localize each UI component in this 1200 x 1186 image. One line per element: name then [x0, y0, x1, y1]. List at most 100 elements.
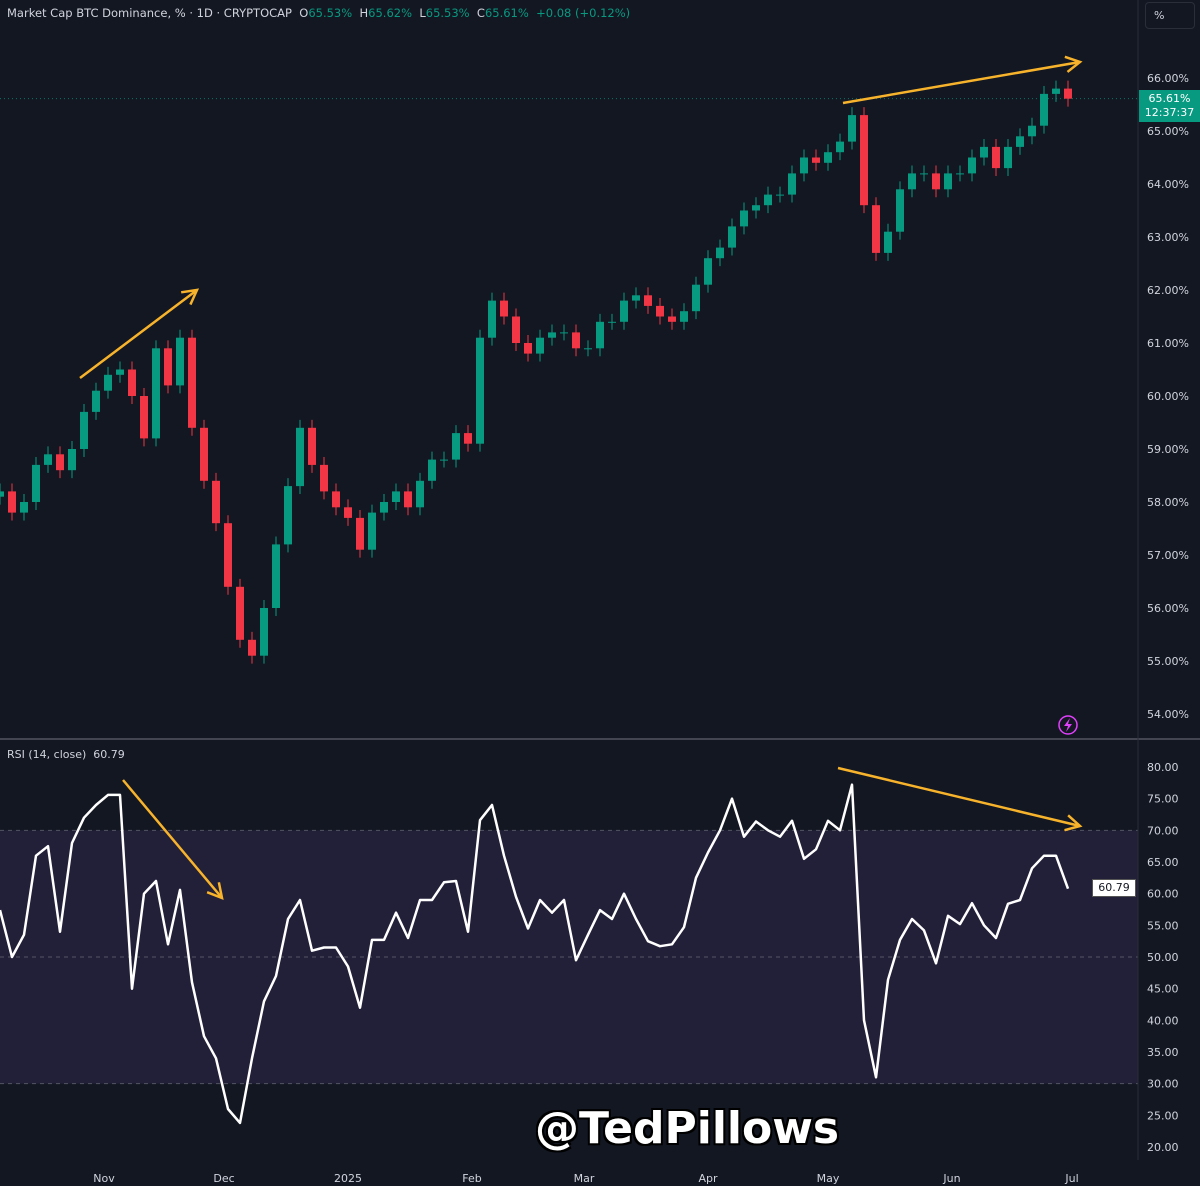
price-tick-label: 57.00%	[1147, 549, 1189, 562]
candle	[656, 305, 664, 317]
candle	[452, 433, 460, 460]
rsi-pane[interactable]: 80.00 75.00 70.00 65.00 60.00 55.00 50.00 45.00…	[0, 761, 1179, 1154]
candle	[308, 427, 316, 465]
time-tick-label: 2025	[334, 1172, 362, 1185]
candle	[740, 210, 748, 227]
candle	[332, 491, 340, 508]
last-price-value: 65.61%	[1148, 92, 1191, 105]
percent-scale-button[interactable]: %	[1145, 2, 1195, 29]
candle	[800, 157, 808, 174]
rsi-tick-label: 65.00	[1147, 856, 1179, 869]
candle	[44, 454, 52, 465]
candle	[692, 284, 700, 312]
candle	[176, 337, 184, 386]
candle	[1064, 88, 1072, 99]
low-value: 65.53%	[425, 6, 470, 20]
candle	[812, 157, 820, 163]
lightning-icon[interactable]	[1058, 715, 1078, 735]
candle	[752, 205, 760, 211]
rsi-legend[interactable]: RSI (14, close) 60.79	[7, 748, 125, 761]
chart-legend: Market Cap BTC Dominance, % · 1D · CRYPT…	[7, 6, 630, 20]
close-value: 65.61%	[484, 6, 529, 20]
high-label: H	[359, 6, 369, 20]
time-tick-label: Apr	[698, 1172, 718, 1185]
price-tick-label: 61.00%	[1147, 337, 1189, 350]
candle	[380, 502, 388, 513]
candle	[908, 173, 916, 190]
candle	[584, 348, 592, 350]
trend-arrow-head	[180, 288, 200, 306]
candle	[248, 639, 256, 656]
candle	[128, 369, 136, 396]
rsi-tick-label: 45.00	[1147, 983, 1179, 996]
candle	[704, 258, 712, 285]
high-value: 65.62%	[368, 6, 413, 20]
candle	[200, 427, 208, 481]
low-label: L	[419, 6, 426, 20]
rsi-tick-label: 25.00	[1147, 1109, 1179, 1122]
candle	[284, 486, 292, 545]
price-tick-label: 63.00%	[1147, 231, 1189, 244]
rsi-tick-label: 50.00	[1147, 951, 1179, 964]
price-tick-label: 64.00%	[1147, 178, 1189, 191]
candlestick-series	[0, 80, 1072, 664]
candle	[536, 337, 544, 354]
candle	[224, 523, 232, 587]
candle	[356, 517, 364, 550]
time-axis[interactable]: Nov Dec 2025 Feb Mar Apr May Jun Jul	[93, 1172, 1078, 1185]
candle	[608, 321, 616, 323]
candle	[632, 295, 640, 301]
candle	[944, 173, 952, 190]
candle	[116, 369, 124, 375]
candle	[368, 512, 376, 550]
candle	[1040, 93, 1048, 126]
candle	[392, 491, 400, 502]
candle	[596, 321, 604, 349]
trend-arrow-head	[1064, 55, 1083, 73]
price-tick-label: 62.00%	[1147, 284, 1189, 297]
rsi-label: RSI (14, close)	[7, 748, 87, 761]
candle	[440, 459, 448, 461]
candle	[152, 348, 160, 439]
time-tick-label: Feb	[462, 1172, 481, 1185]
candle	[416, 480, 424, 508]
time-tick-label: Mar	[574, 1172, 595, 1185]
candle	[0, 491, 4, 497]
change-value: +0.08 (+0.12%)	[536, 6, 631, 20]
candle	[236, 586, 244, 640]
trend-arrow-line	[79, 289, 198, 379]
candle	[716, 247, 724, 259]
candle	[896, 189, 904, 232]
candle	[8, 491, 16, 513]
candle	[164, 348, 172, 386]
trend-arrow-line	[122, 779, 223, 899]
candle	[68, 449, 76, 471]
price-tick-label: 65.00%	[1147, 125, 1189, 138]
trend-arrow-line	[842, 60, 1081, 105]
candle	[980, 146, 988, 158]
rsi-tick-label: 40.00	[1147, 1014, 1179, 1027]
price-axis[interactable]: 66.00% 65.00% 64.00% 63.00% 62.00% 61.00% 60.0…	[0, 72, 1189, 721]
symbol-title[interactable]: Market Cap BTC Dominance, % · 1D · CRYPT…	[7, 6, 292, 20]
candle	[320, 464, 328, 492]
rsi-value: 60.79	[93, 748, 125, 761]
candle	[860, 115, 868, 206]
price-tick-label: 54.00%	[1147, 708, 1189, 721]
candle	[1028, 125, 1036, 137]
candle	[212, 480, 220, 524]
candle	[968, 157, 976, 174]
candle	[104, 374, 112, 391]
candle	[884, 231, 892, 253]
candle	[20, 502, 28, 513]
candle	[572, 332, 580, 349]
candle	[32, 464, 40, 502]
annotation-arrows	[79, 55, 1083, 900]
candle	[92, 390, 100, 412]
last-price-tag: 65.61% 12:37:37	[1139, 90, 1200, 122]
candle	[872, 205, 880, 253]
price-tick-label: 58.00%	[1147, 496, 1189, 509]
candle	[560, 332, 568, 334]
candle	[668, 316, 676, 322]
candle	[932, 173, 940, 190]
